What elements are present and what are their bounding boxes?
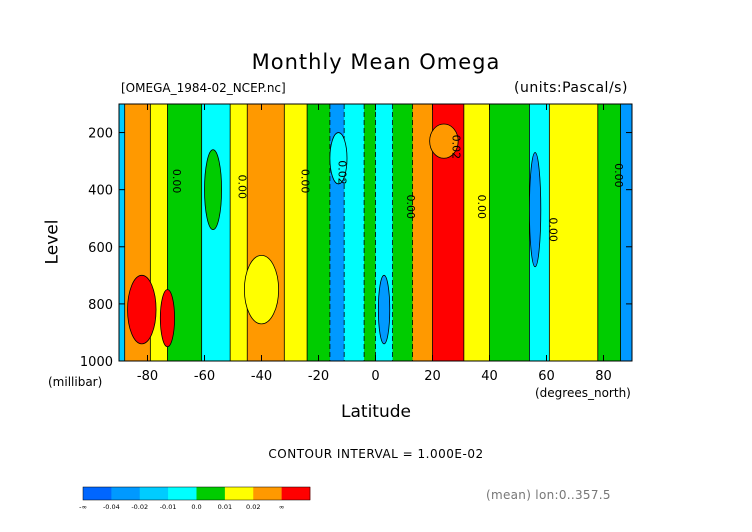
legend-label-1: -0.04 xyxy=(103,503,120,511)
x-tick-label-1: -60 xyxy=(194,369,215,384)
mean-label: (mean) lon:0..357.5 xyxy=(486,488,611,502)
x-tick-label-8: 80 xyxy=(595,369,612,384)
x-tick-label-2: -40 xyxy=(251,369,272,384)
legend-label-0: -∞ xyxy=(79,503,87,511)
contour-band-19 xyxy=(549,104,599,361)
contour-label-1: 0.00 xyxy=(236,175,249,200)
chart-title: Monthly Mean Omega xyxy=(251,50,501,74)
x-tick-label-6: 40 xyxy=(481,369,498,384)
contour-label-0: 0.00 xyxy=(170,169,183,194)
contour-blob-1 xyxy=(159,289,175,348)
contour-band-16 xyxy=(463,104,490,361)
contour-band-0 xyxy=(119,104,126,361)
legend-swatch-4 xyxy=(196,487,226,500)
y-tick-label-3: 800 xyxy=(88,298,113,313)
contour-blob-7 xyxy=(243,254,279,325)
y-tick-label-1: 400 xyxy=(88,184,113,199)
legend-swatch-7 xyxy=(281,487,311,500)
y-tick-label-0: 200 xyxy=(88,127,113,142)
contour-label-7: 0.00 xyxy=(546,217,559,242)
contour-band-7 xyxy=(284,104,308,361)
legend-swatch-0 xyxy=(83,487,112,500)
x-tick-label-4: 0 xyxy=(371,369,379,384)
legend-label-7: ∞ xyxy=(279,503,284,511)
legend-label-3: -0.01 xyxy=(160,503,177,511)
legend-swatch-2 xyxy=(139,487,169,500)
legend-label-4: 0.0 xyxy=(191,503,201,511)
legend-swatch-1 xyxy=(111,487,141,500)
y-axis-unit: (millibar) xyxy=(48,375,103,389)
contour-blob-5 xyxy=(429,123,459,159)
legend-label-2: -0.02 xyxy=(131,503,148,511)
legend-swatch-3 xyxy=(168,487,197,500)
contour-band-17 xyxy=(489,104,530,361)
units-label: (units:Pascal/s) xyxy=(514,80,628,96)
contour-label-5: 0.02 xyxy=(449,135,462,160)
contour-band-21 xyxy=(620,104,632,361)
contour-band-14 xyxy=(412,104,433,361)
legend-swatch-6 xyxy=(253,487,282,500)
contour-interval-label: CONTOUR INTERVAL = 1.000E-02 xyxy=(268,447,484,461)
contour-blob-4 xyxy=(377,274,391,345)
legend-frame xyxy=(82,486,311,501)
contour-label-8: 0.00 xyxy=(612,163,625,188)
contour-label-3: 0.02 xyxy=(335,160,348,185)
contour-label-4: 0.00 xyxy=(404,195,417,220)
contour-blob-6 xyxy=(528,152,542,268)
contour-band-10 xyxy=(344,104,365,361)
legend-label-6: 0.02 xyxy=(246,503,260,511)
y-tick-label-2: 600 xyxy=(88,241,113,256)
contour-band-20 xyxy=(597,104,622,361)
contour-band-5 xyxy=(230,104,248,361)
y-tick-label-4: 1000 xyxy=(80,355,113,370)
x-axis-label: Latitude xyxy=(341,402,411,422)
legend-swatch-5 xyxy=(224,487,254,500)
contour-label-6: 0.00 xyxy=(475,195,488,220)
x-tick-label-5: 20 xyxy=(424,369,441,384)
contour-band-13 xyxy=(392,104,414,361)
contour-band-8 xyxy=(307,104,331,361)
x-tick-label-3: -20 xyxy=(308,369,329,384)
contour-blob-2 xyxy=(204,149,223,231)
contour-band-11 xyxy=(364,104,376,361)
file-label: [OMEGA_1984-02_NCEP.nc] xyxy=(121,81,286,95)
contour-blob-0 xyxy=(127,274,157,345)
contour-band-4 xyxy=(201,104,231,361)
x-axis-unit: (degrees_north) xyxy=(535,386,631,400)
x-tick-label-0: -80 xyxy=(137,369,158,384)
x-tick-label-7: 60 xyxy=(538,369,555,384)
contour-label-2: 0.00 xyxy=(298,169,311,194)
contour-blob-3 xyxy=(329,132,348,185)
legend-label-5: 0.01 xyxy=(218,503,232,511)
